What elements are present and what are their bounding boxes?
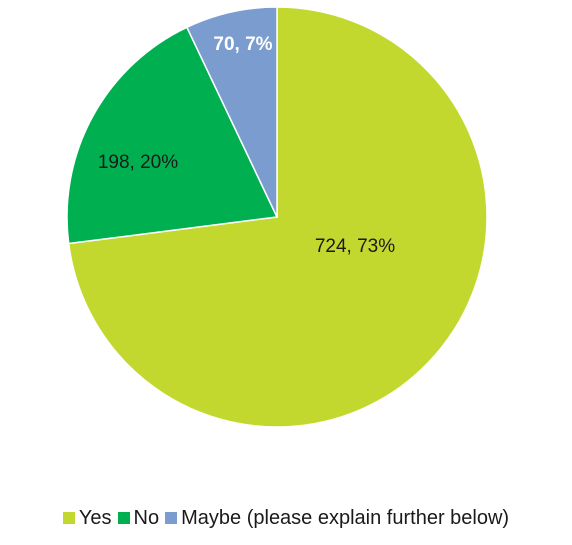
pie-chart: 724, 73% 198, 20% 70, 7% [66,6,488,428]
pie-slice-maybe [185,6,278,218]
pie-slices [66,6,488,428]
legend: Yes No Maybe (please explain further bel… [0,502,572,534]
data-label-no: 198, 20% [98,152,178,173]
legend-label-yes: Yes [78,506,112,529]
pie-labels: 724, 73% 198, 20% 70, 7% [98,34,395,257]
data-label-yes: 724, 73% [315,236,395,257]
pie-slice-no [66,26,279,245]
legend-label-no: No [133,506,160,529]
legend-label-maybe: Maybe (please explain further below) [181,506,510,529]
legend-swatch-maybe [165,512,178,524]
legend-item-no: No [117,506,160,530]
legend-swatch-yes [62,512,75,524]
data-label-maybe: 70, 7% [213,34,272,55]
legend-item-maybe: Maybe (please explain further below) [165,507,509,530]
legend-swatch-no [117,512,130,524]
legend-item-yes: Yes [62,506,112,530]
